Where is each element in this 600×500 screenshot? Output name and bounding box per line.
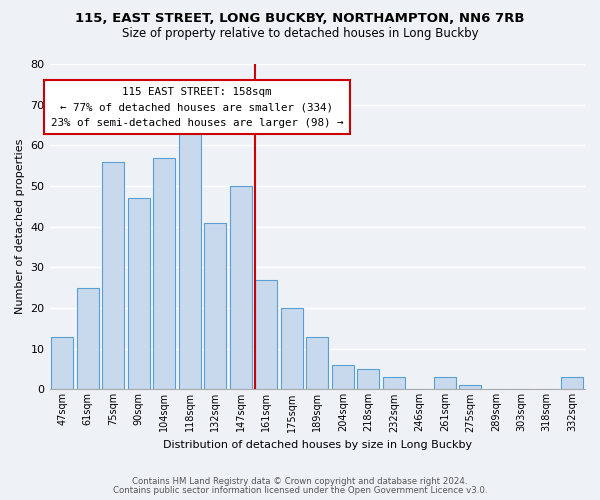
Bar: [434, 377, 455, 390]
Y-axis label: Number of detached properties: Number of detached properties: [15, 139, 25, 314]
Bar: [128, 198, 149, 390]
X-axis label: Distribution of detached houses by size in Long Buckby: Distribution of detached houses by size …: [163, 440, 472, 450]
Text: 115, EAST STREET, LONG BUCKBY, NORTHAMPTON, NN6 7RB: 115, EAST STREET, LONG BUCKBY, NORTHAMPT…: [75, 12, 525, 26]
Bar: [562, 377, 583, 390]
Bar: [358, 369, 379, 390]
Bar: [383, 377, 404, 390]
Bar: [256, 280, 277, 390]
Text: Contains public sector information licensed under the Open Government Licence v3: Contains public sector information licen…: [113, 486, 487, 495]
Bar: [205, 222, 226, 390]
Bar: [179, 125, 200, 390]
Bar: [77, 288, 98, 390]
Bar: [154, 158, 175, 390]
Bar: [52, 336, 73, 390]
Text: 115 EAST STREET: 158sqm
← 77% of detached houses are smaller (334)
23% of semi-d: 115 EAST STREET: 158sqm ← 77% of detache…: [50, 87, 343, 128]
Text: Contains HM Land Registry data © Crown copyright and database right 2024.: Contains HM Land Registry data © Crown c…: [132, 477, 468, 486]
Bar: [103, 162, 124, 390]
Bar: [307, 336, 328, 390]
Bar: [332, 365, 353, 390]
Bar: [281, 308, 302, 390]
Bar: [460, 386, 481, 390]
Bar: [230, 186, 251, 390]
Text: Size of property relative to detached houses in Long Buckby: Size of property relative to detached ho…: [122, 28, 478, 40]
